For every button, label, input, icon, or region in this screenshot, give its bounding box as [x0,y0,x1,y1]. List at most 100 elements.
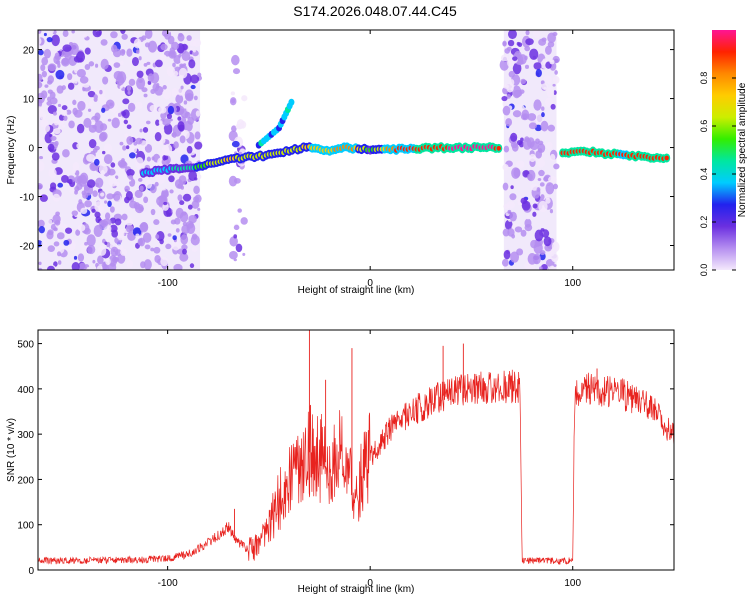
noise-blob [80,207,88,215]
noise-blob [172,235,177,241]
noise-blob [133,38,142,49]
noise-blob [107,118,112,122]
noise-blob [522,138,532,150]
noise-blob [88,100,93,107]
noise-blob [507,58,515,68]
noise-blob [525,30,530,36]
noise-blob [99,96,107,105]
x-tick-label: 0 [367,278,373,289]
noise-blob [187,116,195,125]
noise-blob [125,145,130,150]
y-tick-label: 0 [28,144,34,155]
noise-blob [134,189,143,199]
noise-blob [533,99,542,111]
noise-blob [108,176,118,187]
noise-blob [178,175,187,185]
noise-blob [538,200,548,213]
noise-blob [537,158,545,168]
noise-blob [113,193,121,201]
noise-blob [197,72,202,78]
noise-blob [160,190,169,199]
noise-blob [166,65,176,77]
noise-blob [159,238,164,245]
noise-blob [163,155,169,160]
colorbar-label: Normalized spectral amplitude [737,82,748,217]
colorbar-tick-label: 0.0 [699,264,709,277]
noise-blob [539,250,546,256]
x-tick-label: -100 [158,278,178,289]
noise-blob [229,236,238,247]
noise-blob [52,193,61,202]
noise-blob [139,221,149,233]
noise-blob [47,89,53,94]
noise-blob [548,176,557,184]
colorbar-tick-label: 0.6 [699,120,709,133]
noise-blob [101,107,106,113]
noise-blob [38,49,44,56]
noise-blob [38,30,42,34]
noise-blob [541,112,545,118]
noise-blob [176,147,184,154]
snr-x-ticks: -100 0 100 [158,330,582,589]
noise-blob [190,84,196,90]
noise-blob [129,152,136,159]
noise-blob [110,246,119,257]
noise-blob [118,161,128,169]
noise-blob [67,82,75,90]
noise-blob [61,57,69,66]
noise-blob [532,253,541,265]
noise-blob [126,259,134,269]
snr-y-label: SNR (10 * v/v) [6,418,17,482]
noise-blob [528,122,537,130]
noise-blob [138,206,144,212]
noise-blob [51,34,60,47]
noise-blob [56,244,65,254]
noise-blob [160,256,169,267]
noise-blob [547,124,555,132]
noise-blob [175,228,180,233]
figure-title: S174.2026.048.07.44.C45 [293,3,457,19]
noise-blob [94,145,100,151]
noise-blob [38,183,43,190]
noise-blob [153,246,161,254]
noise-blob [182,193,192,202]
noise-blob [181,211,187,216]
noise-blob [549,208,554,214]
noise-blob [126,124,132,130]
noise-blob [520,229,527,237]
noise-blob [43,32,47,37]
noise-blob [139,128,143,133]
noise-blob [47,96,52,102]
noise-blob [141,35,147,41]
noise-blob [185,92,194,102]
noise-blob [136,49,140,54]
noise-blob [525,38,534,46]
noise-blob [143,196,149,204]
noise-blob [120,60,124,66]
noise-blob [512,62,522,75]
noise-blob [112,48,122,58]
noise-blob [191,200,200,209]
noise-blob [155,119,160,126]
y-tick-label: -10 [20,193,35,204]
noise-blob [56,251,62,257]
noise-blob [153,266,160,270]
noise-blob [186,107,193,113]
noise-blob [99,89,103,95]
noise-blob [104,200,108,204]
spectrogram-noise [38,30,560,270]
noise-blob [38,267,43,270]
noise-blob [144,30,153,40]
noise-blob [46,265,56,270]
noise-blob [552,75,560,84]
noise-blob [507,209,512,214]
colorbar-tick-label: 0.2 [699,216,709,229]
noise-blob [127,102,136,113]
noise-blob [136,70,144,78]
noise-blob [143,93,148,98]
noise-blob [176,87,185,96]
noise-blob [95,31,101,36]
noise-blob [143,63,148,67]
noise-blob [38,161,45,172]
noise-blob [87,108,92,112]
